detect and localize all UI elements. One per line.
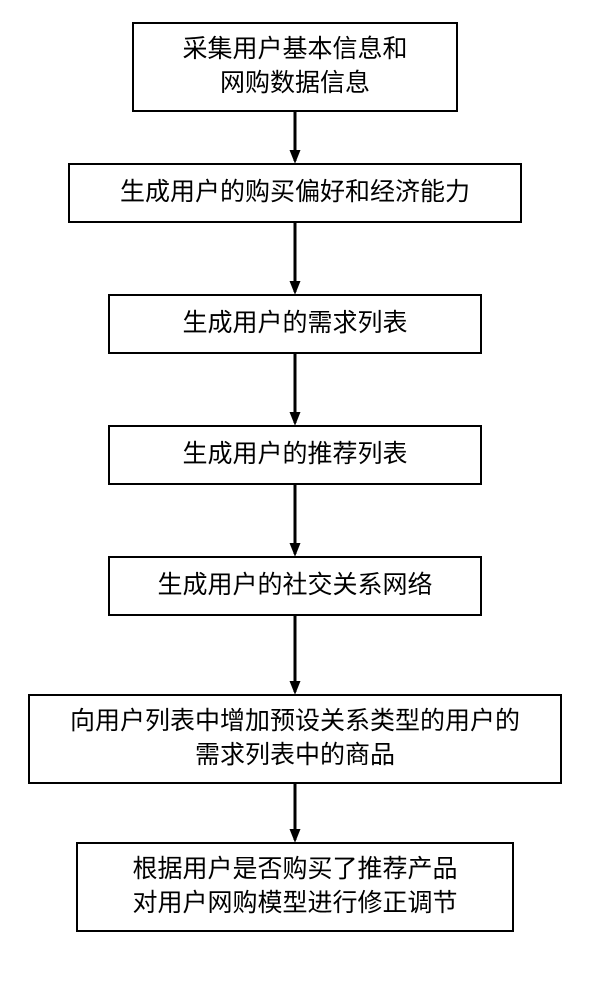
flowchart-canvas: 采集用户基本信息和 网购数据信息 生成用户的购买偏好和经济能力 生成用户的需求列… (0, 0, 591, 1000)
node-text-line: 采集用户基本信息和 (182, 33, 407, 67)
node-text-line: 需求列表中的商品 (70, 739, 520, 773)
flow-node-demand-list: 生成用户的需求列表 (108, 294, 482, 354)
node-text-line: 生成用户的社交关系网络 (157, 569, 432, 603)
node-text-line: 网购数据信息 (182, 67, 407, 101)
flow-node-model-adjustment: 根据用户是否购买了推荐产品 对用户网购模型进行修正调节 (76, 842, 514, 932)
node-text-line: 生成用户的购买偏好和经济能力 (120, 176, 470, 210)
flow-node-recommendation-list: 生成用户的推荐列表 (108, 425, 482, 485)
flow-node-add-related-user-items: 向用户列表中增加预设关系类型的用户的 需求列表中的商品 (28, 694, 562, 784)
node-text-line: 根据用户是否购买了推荐产品 (132, 853, 457, 887)
node-text-line: 生成用户的推荐列表 (182, 438, 407, 472)
node-text-line: 生成用户的需求列表 (182, 307, 407, 341)
flow-node-social-network: 生成用户的社交关系网络 (108, 556, 482, 616)
node-text-line: 向用户列表中增加预设关系类型的用户的 (70, 705, 520, 739)
flow-node-collect-user-info: 采集用户基本信息和 网购数据信息 (132, 22, 458, 112)
flow-node-purchase-preference: 生成用户的购买偏好和经济能力 (68, 163, 522, 223)
node-text-line: 对用户网购模型进行修正调节 (132, 887, 457, 921)
